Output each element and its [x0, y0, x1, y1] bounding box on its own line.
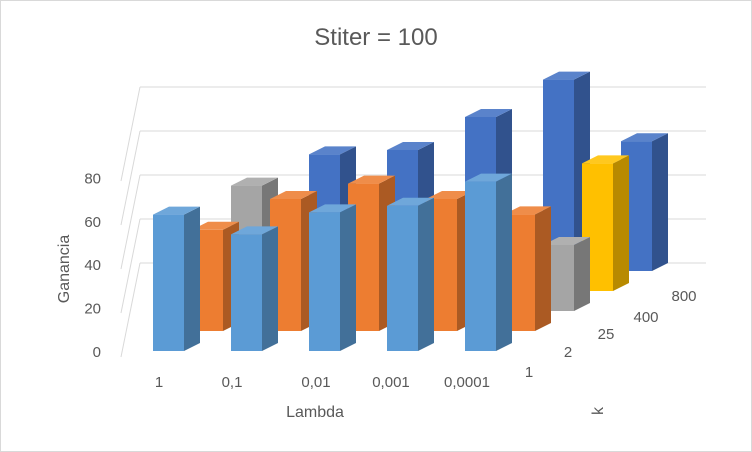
depth-tick-label: 2: [564, 344, 572, 361]
bar-800-0,0001: [621, 133, 668, 271]
x-tick-label: 1: [155, 374, 163, 391]
depth-tick-label: 25: [598, 326, 615, 343]
y-tick-label: 80: [84, 170, 101, 187]
depth-axis-title: k: [590, 406, 607, 415]
gridline-wall-2: [120, 174, 141, 270]
x-axis-title: Lambda: [286, 404, 344, 421]
gridline-wall-1: [120, 218, 141, 314]
gridline-wall-4: [120, 86, 141, 182]
x-tick-label: 0,01: [301, 374, 330, 391]
x-axis-ticks: 1 0,1 0,01 0,001 0,0001: [155, 374, 490, 391]
y-tick-label: 0: [93, 344, 101, 361]
bar-1-1: [153, 206, 200, 351]
bars: [153, 71, 668, 351]
gridline-wall-3: [120, 130, 141, 226]
y-tick-label: 60: [84, 214, 101, 231]
gridline-wall-0: [120, 262, 141, 358]
bar-1-0,0001: [465, 173, 512, 351]
y-axis-title: Ganancia: [56, 235, 73, 304]
depth-axis-ticks: 1 2 25 400 800: [525, 288, 697, 381]
bar-1-0,01: [309, 204, 356, 351]
depth-tick-label: 400: [633, 309, 658, 326]
y-tick-label: 40: [84, 257, 101, 274]
x-tick-label: 0,0001: [444, 374, 490, 391]
x-tick-label: 0,001: [372, 374, 410, 391]
bar-400-0,0001: [582, 155, 629, 291]
y-tick-label: 20: [84, 301, 101, 318]
chart-title: Stiter = 100: [314, 24, 437, 51]
y-axis-ticks: 0 20 40 60 80: [84, 170, 101, 361]
x-tick-label: 0,1: [222, 374, 243, 391]
depth-tick-label: 1: [525, 364, 533, 381]
bar-1-0,1: [231, 226, 278, 351]
bar-1-0,001: [387, 197, 434, 351]
depth-tick-label: 800: [671, 288, 696, 305]
